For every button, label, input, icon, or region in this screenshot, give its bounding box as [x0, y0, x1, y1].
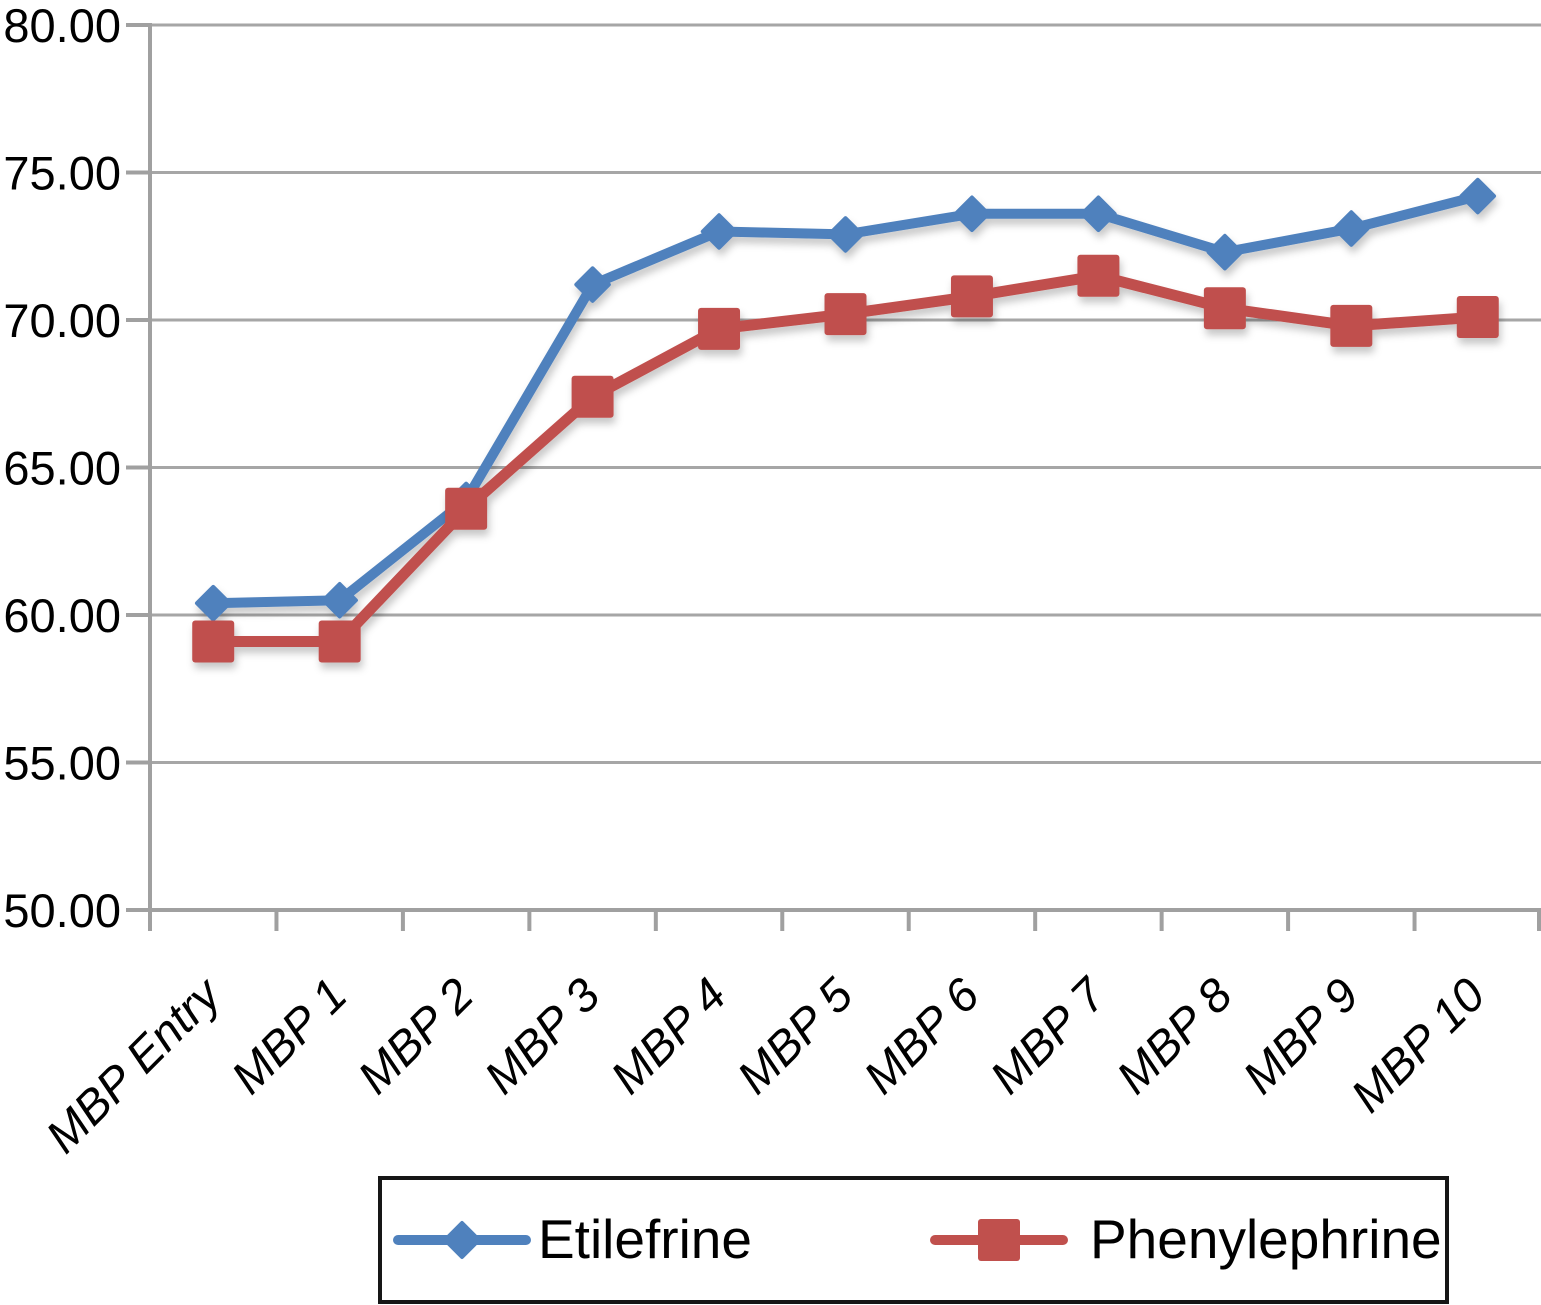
- series-etilefrine: [194, 177, 1497, 622]
- marker-diamond-etilefrine: [194, 584, 232, 622]
- marker-square-phenylephrine: [1203, 287, 1246, 330]
- marker-diamond-etilefrine: [827, 216, 864, 253]
- marker-square-phenylephrine: [571, 375, 614, 418]
- x-category-label: MBP 1: [221, 968, 357, 1104]
- y-tick-label: 75.00: [3, 147, 121, 200]
- legend-box: [378, 1176, 1449, 1304]
- marker-square-phenylephrine: [1330, 304, 1373, 347]
- marker-square-phenylephrine: [824, 293, 867, 336]
- x-category-label: MBP 7: [979, 966, 1116, 1103]
- marker-diamond-etilefrine: [574, 266, 611, 303]
- x-category-label: MBP 2: [347, 968, 483, 1104]
- x-category-label: MBP 10: [1340, 968, 1494, 1122]
- x-category-label: MBP 6: [853, 967, 990, 1104]
- marker-diamond-etilefrine: [953, 195, 991, 233]
- series-phenylephrine: [192, 254, 1499, 663]
- y-tick-label: 80.00: [3, 0, 121, 52]
- marker-diamond-etilefrine: [700, 213, 738, 250]
- gridlines: [150, 23, 1541, 912]
- y-tick-label: 65.00: [3, 442, 121, 495]
- x-category-label: MBP 8: [1106, 968, 1242, 1104]
- marker-diamond-etilefrine: [1333, 210, 1370, 247]
- x-category-label: MBP Entry: [35, 966, 232, 1163]
- legend-label: Etilefrine: [538, 1208, 752, 1270]
- legend-square-marker: [978, 1219, 1020, 1261]
- y-axis-labels: 50.00 55.00 60.00 65.00 70.00 75.00 80.00: [3, 0, 121, 937]
- marker-square-phenylephrine: [445, 487, 488, 530]
- marker-square-phenylephrine: [318, 620, 361, 663]
- y-tick-label: 70.00: [3, 294, 121, 347]
- legend-item-phenylephrine: Phenylephrine: [930, 1208, 1442, 1270]
- marker-square-phenylephrine: [192, 620, 235, 663]
- legend-item-etilefrine: Etilefrine: [393, 1208, 752, 1270]
- marker-diamond-etilefrine: [1080, 195, 1117, 233]
- x-category-label: MBP 5: [727, 967, 864, 1104]
- legend: Etilefrine Phenylephrine: [378, 1176, 1449, 1304]
- y-tick-label: 50.00: [3, 884, 121, 937]
- y-tick-label: 55.00: [3, 737, 121, 790]
- marker-square-phenylephrine: [1456, 296, 1499, 339]
- legend-diamond-marker: [443, 1221, 481, 1259]
- marker-square-phenylephrine: [1077, 254, 1120, 297]
- y-tick-label: 60.00: [3, 589, 121, 642]
- marker-square-phenylephrine: [950, 275, 993, 318]
- marker-diamond-etilefrine: [1459, 177, 1497, 215]
- series-line-etilefrine: [208, 191, 1483, 609]
- x-category-label: MBP 3: [474, 968, 610, 1104]
- marker-diamond-etilefrine: [1206, 233, 1244, 271]
- marker-square-phenylephrine: [698, 307, 741, 350]
- series-plot: [192, 177, 1499, 663]
- axes: [126, 23, 1541, 931]
- marker-diamond-etilefrine: [321, 581, 358, 619]
- legend-label: Phenylephrine: [1090, 1208, 1442, 1270]
- x-category-label: MBP 4: [600, 968, 736, 1104]
